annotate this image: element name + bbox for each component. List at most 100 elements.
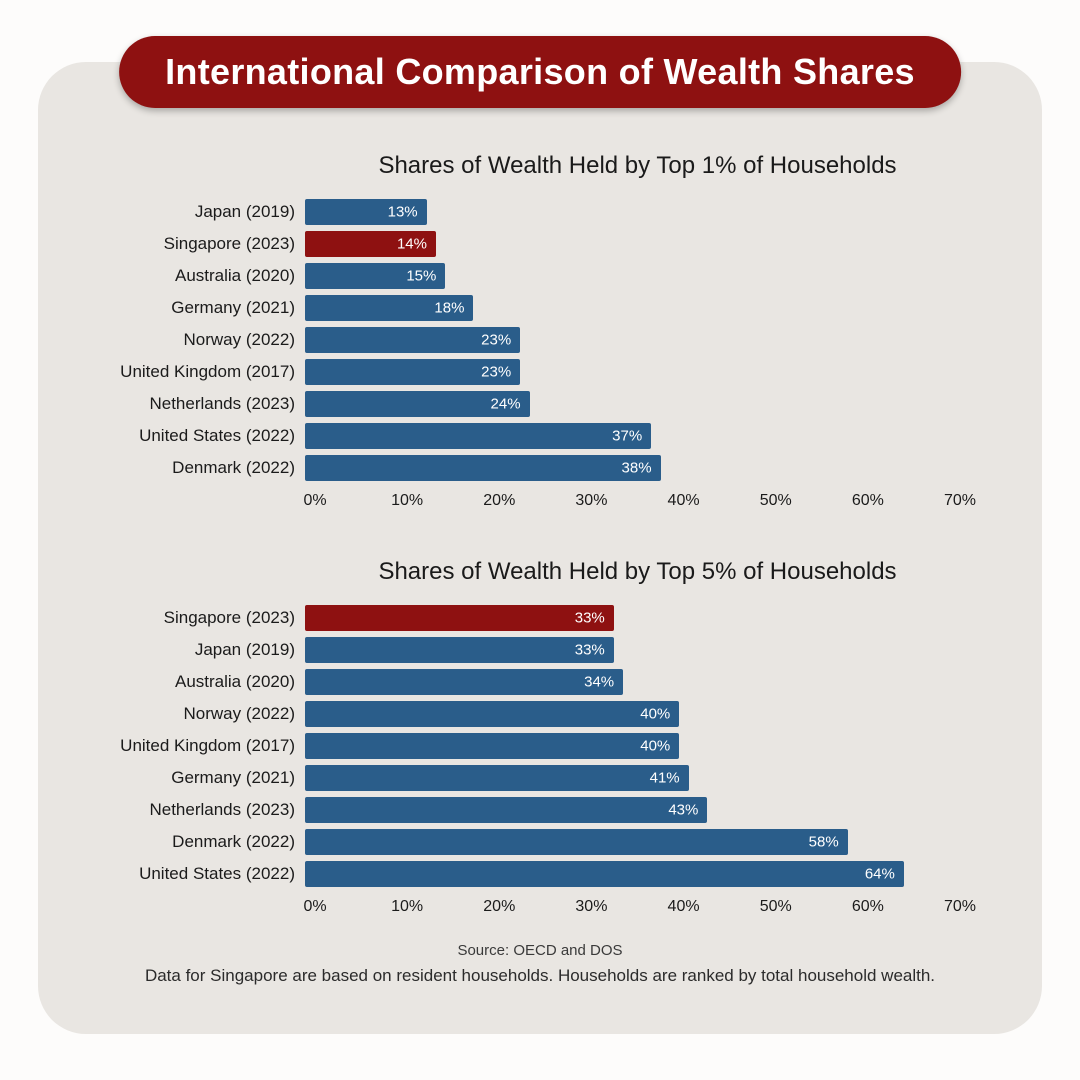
bar-row: Australia (2020) 34% <box>60 666 960 698</box>
bar-value-label: 34% <box>584 673 615 691</box>
bar-value-label: 40% <box>640 705 671 723</box>
axis-tick-label: 30% <box>575 898 608 915</box>
category-label: Singapore (2023) <box>163 234 295 253</box>
axis-tick-label: 70% <box>943 898 977 915</box>
charts-area: Shares of Wealth Held by Top 1% of House… <box>0 152 1080 986</box>
bar-track: 13% <box>305 199 960 225</box>
category-label: Australia (2020) <box>174 266 295 285</box>
bar-value-label: 64% <box>864 865 895 883</box>
bar-row: Netherlands (2023) 43% <box>60 794 960 826</box>
bar-track: 23% <box>305 359 960 385</box>
bar-value-label: 43% <box>668 801 699 819</box>
bar-row: United States (2022) 64% <box>60 858 960 890</box>
bar: 23% <box>305 359 521 385</box>
bar: 33% <box>305 637 614 663</box>
bar-track: 43% <box>305 797 960 823</box>
page-title: International Comparison of Wealth Share… <box>165 51 915 92</box>
bar-value-label: 18% <box>434 299 465 317</box>
bar: 14% <box>305 231 436 257</box>
bar-track: 37% <box>305 423 960 449</box>
bar: 18% <box>305 295 474 321</box>
bar-value-label: 58% <box>808 833 839 851</box>
bar-track: 14% <box>305 231 960 257</box>
footnote-text: Data for Singapore are based on resident… <box>144 966 936 985</box>
bar-track: 34% <box>305 669 960 695</box>
bar-value-label: 14% <box>396 235 427 253</box>
bar-row: Australia (2020) 15% <box>60 260 960 292</box>
category-label: Norway (2022) <box>183 704 296 723</box>
bar-value-label: 13% <box>387 203 418 221</box>
bar: 41% <box>305 765 689 791</box>
bar: 33% <box>305 605 614 631</box>
axis-tick-label: 50% <box>759 898 792 915</box>
source-text: Source: OECD and DOS <box>457 942 623 959</box>
bar: 23% <box>305 327 521 353</box>
axis-tick-label: 70% <box>943 492 977 509</box>
bar-track: 33% <box>305 605 960 631</box>
category-label: Germany (2021) <box>171 298 295 317</box>
bar-row: Japan (2019) 33% <box>60 634 960 666</box>
bar-track: 23% <box>305 327 960 353</box>
axis-tick-label: 0% <box>303 898 327 915</box>
category-label: United Kingdom (2017) <box>120 362 295 381</box>
category-label: United States (2022) <box>139 864 295 883</box>
bar-value-label: 40% <box>640 737 671 755</box>
bar: 37% <box>305 423 652 449</box>
chart-title: Shares of Wealth Held by Top 5% of House… <box>378 558 897 585</box>
bar-row: Germany (2021) 41% <box>60 762 960 794</box>
x-axis: 0% 10% 20% 30% 40% 50% 60% 70% <box>303 492 976 516</box>
category-label: United States (2022) <box>139 426 295 445</box>
category-label: Denmark (2022) <box>172 832 295 851</box>
axis-tick-label: 40% <box>667 492 700 509</box>
chart-title: Shares of Wealth Held by Top 1% of House… <box>378 152 897 179</box>
bar-value-label: 24% <box>490 395 521 413</box>
bar-track: 40% <box>305 733 960 759</box>
bar: 34% <box>305 669 624 695</box>
bar-row: Singapore (2023) 14% <box>60 228 960 260</box>
footer: Source: OECD and DOS Data for Singapore … <box>0 942 1080 986</box>
category-label: Australia (2020) <box>174 672 295 691</box>
bar-track: 33% <box>305 637 960 663</box>
bar: 40% <box>305 701 680 727</box>
axis-tick-label: 60% <box>851 492 884 509</box>
category-label: Germany (2021) <box>171 768 295 787</box>
bar-track: 38% <box>305 455 960 481</box>
category-label: Netherlands (2023) <box>149 394 295 413</box>
bar-row: Denmark (2022) 38% <box>60 452 960 484</box>
bar-row: Singapore (2023) 33% <box>60 602 960 634</box>
bar-row: Norway (2022) 40% <box>60 698 960 730</box>
bar-value-label: 33% <box>574 641 605 659</box>
bar-row: Germany (2021) 18% <box>60 292 960 324</box>
category-label: Denmark (2022) <box>172 458 295 477</box>
category-label: Japan (2019) <box>194 202 295 221</box>
axis-tick-label: 40% <box>667 898 700 915</box>
category-label: Netherlands (2023) <box>149 800 295 819</box>
bar-row: Japan (2019) 13% <box>60 196 960 228</box>
bar-value-label: 23% <box>481 363 512 381</box>
bar-value-label: 33% <box>574 609 605 627</box>
bar: 24% <box>305 391 530 417</box>
title-banner: International Comparison of Wealth Share… <box>119 36 961 108</box>
axis-tick-label: 30% <box>575 492 608 509</box>
bar-row: United Kingdom (2017) 23% <box>60 356 960 388</box>
bar-value-label: 15% <box>406 267 437 285</box>
axis-tick-label: 10% <box>391 492 424 509</box>
bar: 38% <box>305 455 661 481</box>
axis-tick-label: 20% <box>483 492 516 509</box>
bar-track: 24% <box>305 391 960 417</box>
bar-row: Netherlands (2023) 24% <box>60 388 960 420</box>
bar-row: United States (2022) 37% <box>60 420 960 452</box>
bar-row: Norway (2022) 23% <box>60 324 960 356</box>
axis-tick-label: 20% <box>483 898 516 915</box>
chart-top1-percent: Shares of Wealth Held by Top 1% of House… <box>60 152 976 516</box>
axis-tick-label: 10% <box>391 898 424 915</box>
bar-row: United Kingdom (2017) 40% <box>60 730 960 762</box>
bar: 58% <box>305 829 848 855</box>
bar-value-label: 37% <box>612 427 643 445</box>
bar: 13% <box>305 199 427 225</box>
bar-track: 15% <box>305 263 960 289</box>
bar-track: 58% <box>305 829 960 855</box>
bar: 15% <box>305 263 446 289</box>
bar: 64% <box>305 861 904 887</box>
bar-track: 18% <box>305 295 960 321</box>
